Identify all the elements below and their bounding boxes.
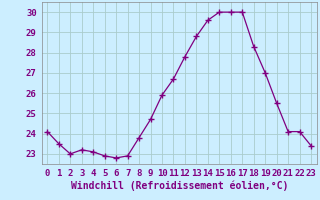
X-axis label: Windchill (Refroidissement éolien,°C): Windchill (Refroidissement éolien,°C): [70, 181, 288, 191]
